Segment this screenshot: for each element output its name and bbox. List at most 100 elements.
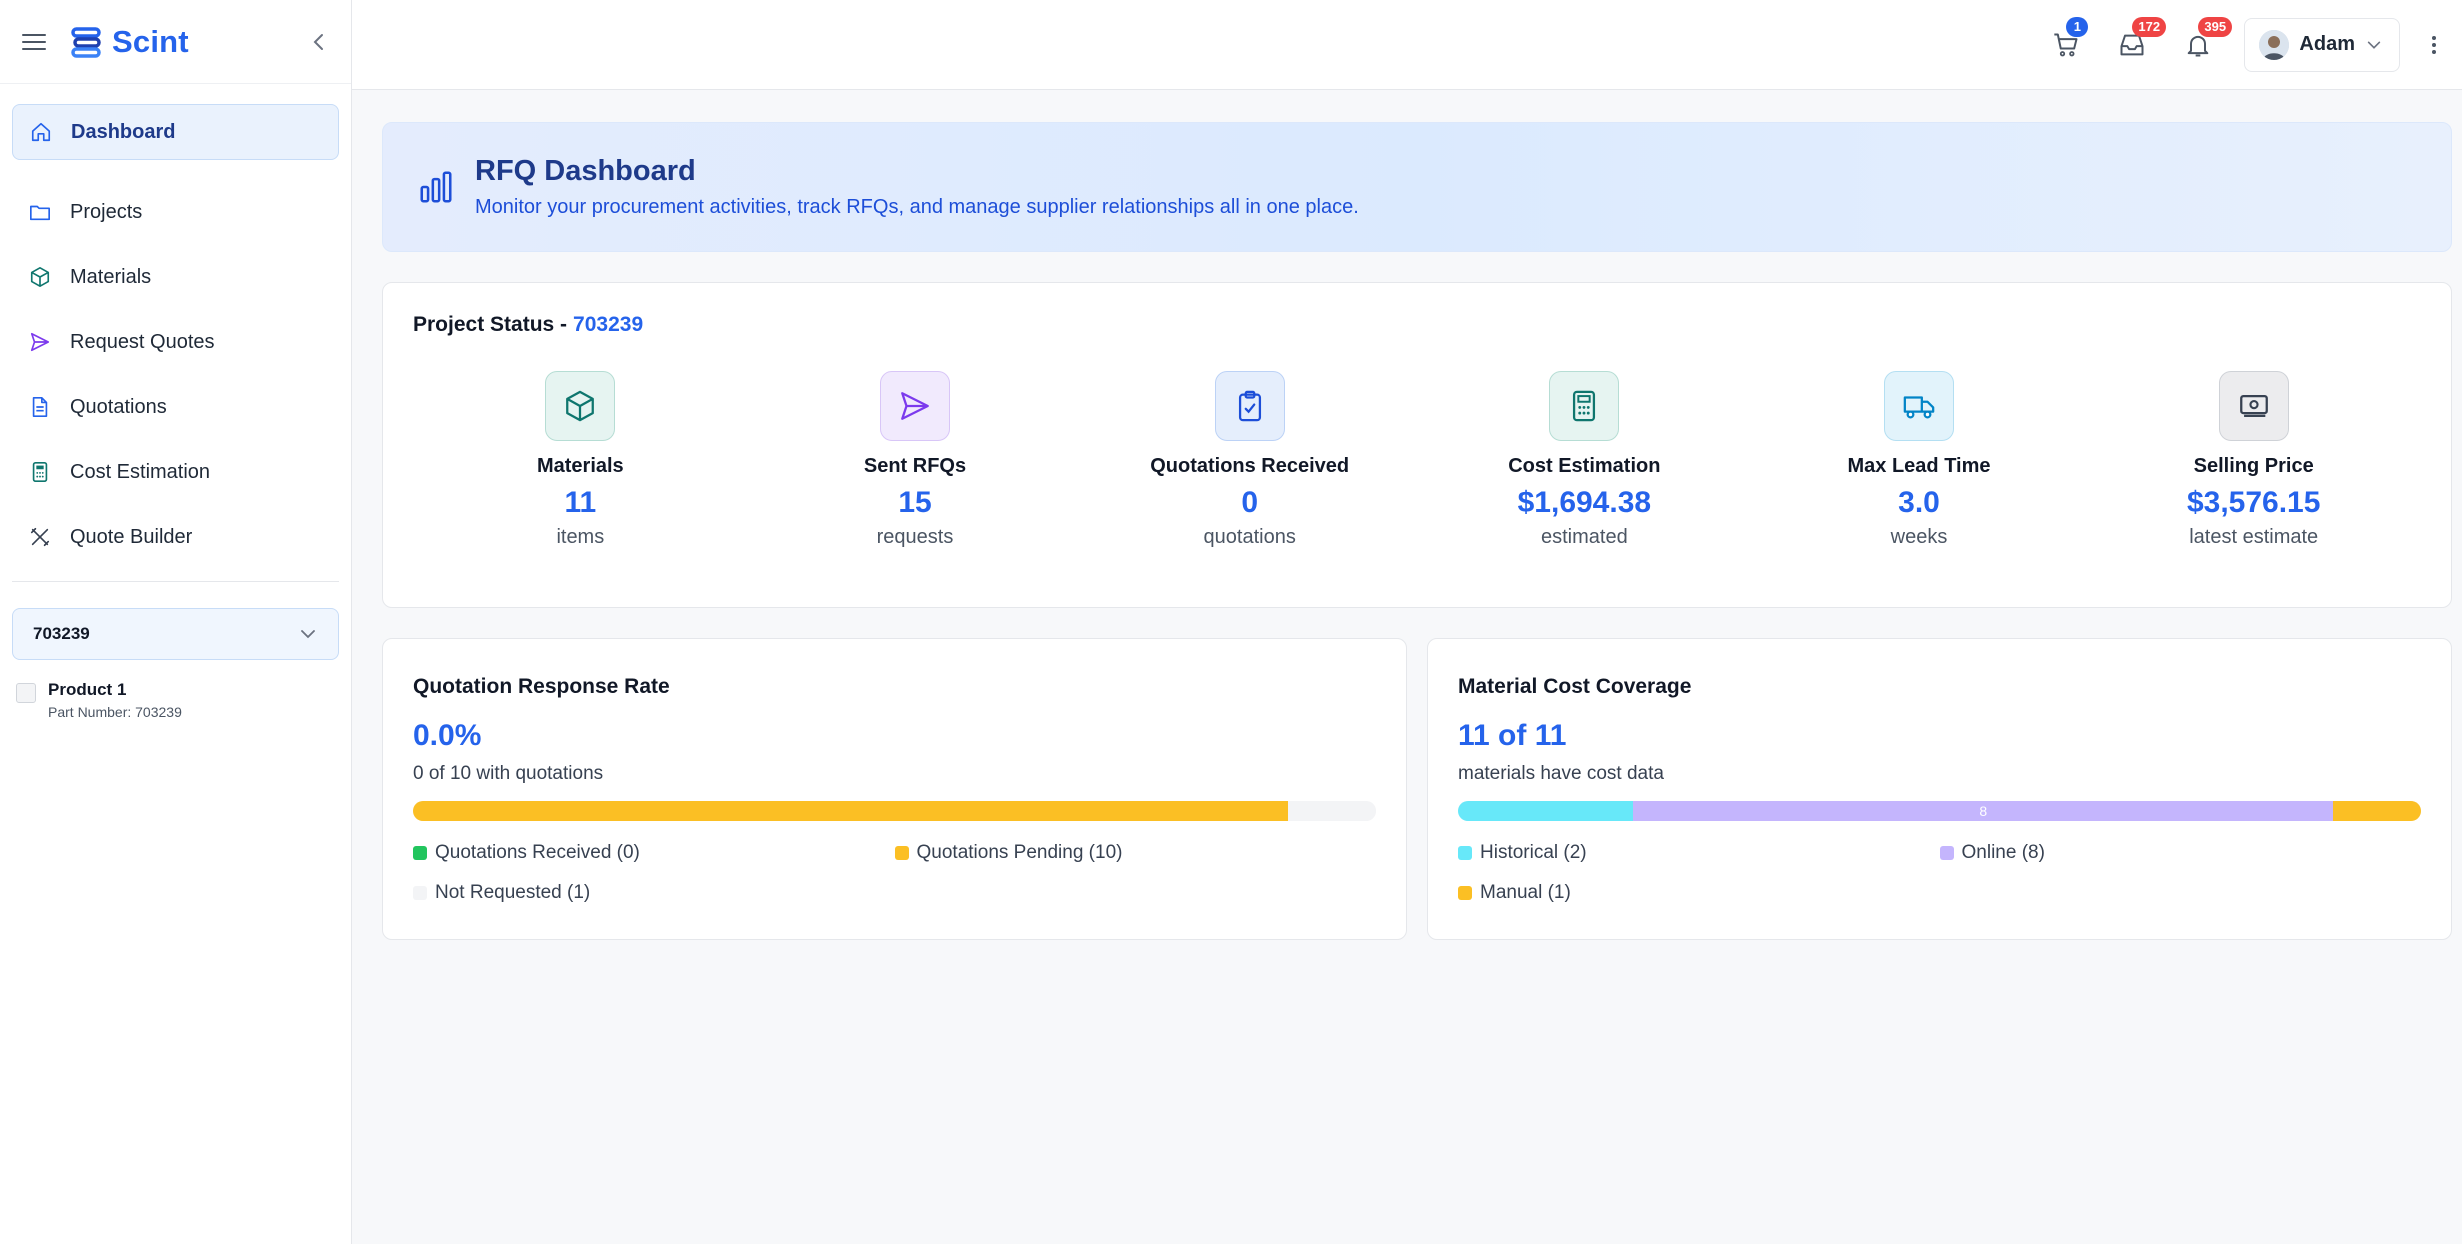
sidebar-item-materials[interactable]: Materials: [12, 249, 339, 305]
stat-label: Selling Price: [2193, 455, 2314, 477]
stat-unit: requests: [876, 526, 954, 548]
topbar: 1 172 395 Adam: [352, 0, 2462, 90]
stat-value: 15: [898, 486, 932, 519]
response-rate-percent: 0.0%: [413, 719, 482, 752]
product-checkbox[interactable]: [16, 683, 36, 703]
sidebar-item-projects[interactable]: Projects: [12, 184, 339, 240]
stat-selling-price: Selling Price $3,576.15 latest estimate: [2086, 371, 2421, 549]
sidebar-item-label: Projects: [70, 200, 143, 223]
sidebar-item-dashboard[interactable]: Dashboard: [12, 104, 339, 160]
project-status-card: Project Status -703239 Materials 11 item…: [382, 282, 2452, 608]
clipboard-check-icon: [1214, 371, 1285, 441]
stat-value: 0: [1241, 486, 1259, 519]
stat-label: Cost Estimation: [1508, 455, 1661, 477]
panel-title: Quotation Response Rate: [413, 675, 670, 698]
coverage-bar: 8: [1458, 801, 2421, 821]
cube-icon: [545, 371, 616, 441]
status-stats: Materials 11 items Sent RFQs 15 requests…: [413, 371, 2421, 549]
cart-button[interactable]: 1: [2046, 16, 2089, 65]
sidebar-item-label: Dashboard: [71, 120, 176, 143]
legend: Historical (2) Online (8) Manual (1): [1458, 833, 2421, 913]
menu-icon[interactable]: [22, 30, 46, 54]
legend-label: Quotations Pending (10): [916, 842, 1123, 863]
panel-title: Material Cost Coverage: [1458, 675, 1692, 698]
sidebar-item-label: Quotations: [70, 395, 167, 418]
stat-materials: Materials 11 items: [413, 371, 748, 549]
sidebar-item-cost-estimation[interactable]: Cost Estimation: [12, 444, 339, 500]
scint-logo-icon: [71, 26, 101, 58]
cart-icon: [2054, 33, 2078, 56]
project-select-value: 703239: [33, 624, 90, 643]
stat-max-lead-time: Max Lead Time 3.0 weeks: [1752, 371, 2087, 549]
project-id-link[interactable]: 703239: [573, 313, 644, 336]
notifications-button[interactable]: 395: [2178, 16, 2233, 65]
project-select[interactable]: 703239: [12, 608, 339, 660]
product-item: Product 1 Part Number: 703239: [0, 660, 351, 720]
legend-item: Quotations Received (0): [413, 833, 895, 873]
bar-segment-label: 8: [1979, 803, 1988, 819]
stat-value: $1,694.38: [1517, 486, 1652, 519]
inbox-button[interactable]: 172: [2112, 16, 2167, 65]
legend-item: Online (8): [1939, 833, 2422, 873]
stat-quotations-received: Quotations Received 0 quotations: [1082, 371, 1417, 549]
stat-value: 11: [564, 486, 597, 519]
send-icon: [28, 330, 52, 354]
chevron-left-icon: [313, 33, 323, 50]
bar-segment-pending: [413, 801, 1289, 821]
folder-icon: [28, 200, 52, 224]
cube-icon: [28, 265, 52, 289]
inbox-badge: 172: [2132, 16, 2167, 37]
project-status-title: Project Status -703239: [413, 313, 2421, 337]
product-part-number: Part Number: 703239: [48, 704, 182, 720]
page-subtitle: Monitor your procurement activities, tra…: [475, 196, 1359, 218]
coverage-headline: 11 of 11: [1458, 719, 1567, 752]
material-cost-coverage-card: Material Cost Coverage 11 of 11 material…: [1427, 638, 2452, 940]
bottom-panels: Quotation Response Rate 0.0% 0 of 10 wit…: [382, 638, 2452, 940]
legend-label: Manual (1): [1480, 882, 1571, 903]
legend-label: Online (8): [1961, 842, 2045, 863]
stat-unit: estimated: [1540, 526, 1628, 548]
legend-swatch: [1458, 846, 1472, 860]
stat-value: $3,576.15: [2186, 486, 2321, 519]
sidebar-divider: [12, 581, 339, 582]
stat-label: Max Lead Time: [1847, 455, 1991, 477]
stat-sent-rfqs: Sent RFQs 15 requests: [748, 371, 1083, 549]
sidebar-item-label: Request Quotes: [70, 330, 215, 353]
main-content: RFQ Dashboard Monitor your procurement a…: [382, 122, 2452, 940]
document-icon: [28, 395, 52, 419]
legend-item: Historical (2): [1458, 833, 1940, 873]
project-status-label: Project Status -: [413, 313, 568, 336]
stat-label: Materials: [536, 455, 624, 477]
calculator-icon: [1549, 371, 1620, 441]
chevron-down-icon: [301, 630, 315, 639]
more-options-icon[interactable]: [2424, 28, 2444, 62]
stat-unit: weeks: [1890, 526, 1948, 548]
inbox-icon: [2120, 34, 2144, 55]
stat-unit: latest estimate: [2189, 526, 2319, 548]
legend-label: Quotations Received (0): [435, 842, 640, 863]
legend-item: Manual (1): [1458, 873, 1940, 913]
user-menu[interactable]: Adam: [2244, 17, 2400, 72]
legend-label: Historical (2): [1480, 842, 1587, 863]
response-rate-subtitle: 0 of 10 with quotations: [413, 763, 604, 784]
calculator-icon: [28, 460, 52, 484]
chevron-down-icon: [2367, 40, 2381, 49]
legend-swatch: [894, 846, 909, 860]
bar-segment-online: 8: [1633, 801, 2334, 821]
quotation-response-rate-card: Quotation Response Rate 0.0% 0 of 10 wit…: [382, 638, 1407, 940]
send-icon: [880, 371, 950, 441]
collapse-sidebar-button[interactable]: [309, 32, 329, 52]
sidebar-item-request-quotes[interactable]: Request Quotes: [12, 314, 339, 370]
banknote-icon: [2218, 371, 2289, 441]
logo[interactable]: Scint: [70, 24, 189, 60]
tools-icon: [28, 525, 52, 549]
legend-item: Quotations Pending (10): [894, 833, 1377, 873]
legend-swatch: [1939, 846, 1954, 860]
legend-label: Not Requested (1): [435, 882, 591, 903]
sidebar-item-quotations[interactable]: Quotations: [12, 379, 339, 435]
truck-icon: [1884, 371, 1955, 441]
dashboard-header: RFQ Dashboard Monitor your procurement a…: [382, 122, 2452, 252]
bell-icon: [2188, 35, 2209, 56]
stat-cost-estimation: Cost Estimation $1,694.38 estimated: [1417, 371, 1752, 549]
sidebar-item-quote-builder[interactable]: Quote Builder: [12, 509, 339, 565]
